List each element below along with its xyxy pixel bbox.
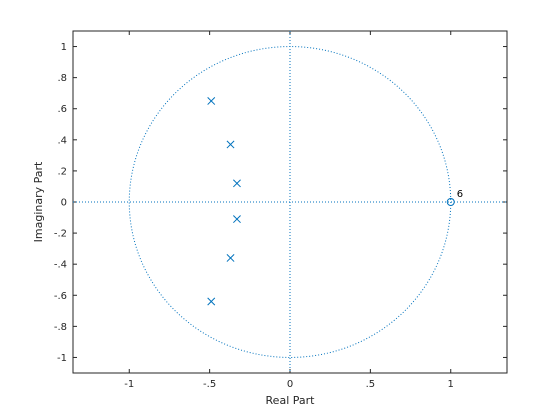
pole-stroke [226,254,235,262]
y-tick-label: .8 [57,73,67,84]
pole-stroke [233,215,241,224]
multiplicity-label: 6 [457,189,463,200]
pole-stroke [233,179,241,188]
pole-stroke [207,297,216,306]
x-tick-label: 0 [287,379,293,390]
unit-circle [128,46,452,358]
pole-stroke [207,97,216,105]
y-tick-label: .2 [57,166,67,177]
pole-marker [233,179,241,188]
pole-marker [207,97,216,105]
y-tick-label: -.8 [54,322,67,333]
data-marks: 6 [207,97,463,306]
x-tick-label: 1 [448,379,454,390]
y-tick-label: 0 [61,198,67,209]
zero-marker [446,198,455,206]
y-tick-label: .4 [57,135,67,146]
x-tick-label: -.5 [203,379,216,390]
y-tick-label: -.6 [54,291,67,302]
pole-marker [233,215,241,224]
y-tick-label: -.2 [54,229,67,240]
x-tick-label: -1 [124,379,134,390]
pole-marker [226,254,235,262]
y-axis-label: Imaginary Part [32,161,45,242]
pole-marker [207,297,216,306]
ticks-group: -1 -.5 0 .5 1 -1 -.8 -.6 -.4 -.2 0 .2 .4 .6 .8 1 [54,31,507,390]
y-tick-label: .6 [57,104,67,115]
y-tick-label: -1 [57,353,67,364]
pole-marker [226,140,235,149]
y-tick-label: -.4 [54,260,67,271]
x-tick-label: .5 [366,379,376,390]
x-axis-label: Real Part [266,394,316,407]
reference-lines [73,31,507,373]
y-tick-label: 1 [61,42,67,53]
pole-stroke [226,140,235,149]
